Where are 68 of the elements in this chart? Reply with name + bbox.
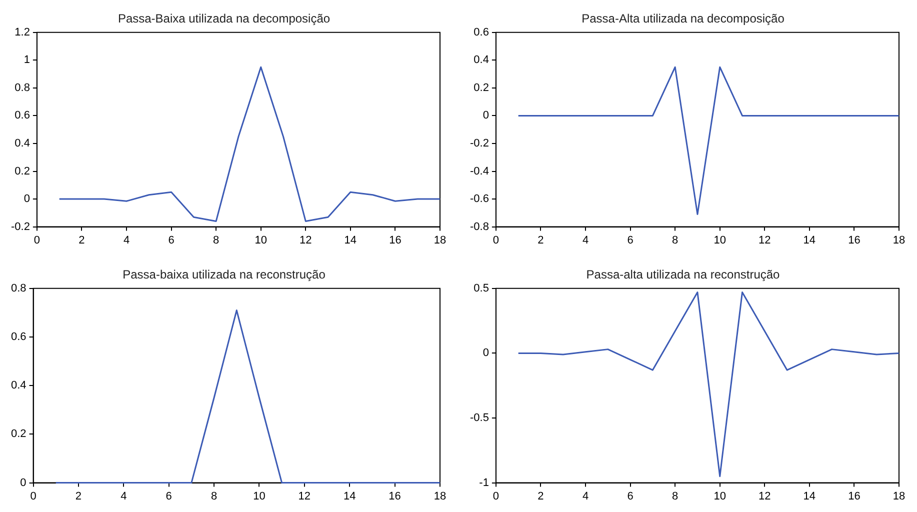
y-tick-label: -0.2 (10, 220, 30, 233)
x-tick-label: 0 (34, 234, 40, 246)
x-tick-label: 10 (254, 234, 267, 246)
y-tick-label: 0.4 (14, 138, 30, 150)
x-tick-label: 10 (253, 490, 266, 502)
chart-title: Passa-Alta utilizada na decomposição (582, 12, 785, 26)
x-tick-label: 4 (123, 234, 130, 246)
x-tick-label: 6 (168, 234, 174, 246)
y-tick-label: 0 (482, 110, 489, 122)
y-tick-label: -0.6 (470, 193, 489, 206)
x-tick-label: 14 (344, 234, 357, 246)
y-tick-label: 0.2 (10, 428, 26, 440)
y-tick-label: 0.5 (474, 282, 489, 294)
x-tick-label: 6 (627, 234, 634, 246)
x-tick-label: 10 (714, 490, 726, 502)
x-tick-label: 18 (434, 234, 446, 246)
x-tick-label: 2 (538, 490, 544, 502)
y-tick-label: -0.8 (470, 220, 489, 233)
x-tick-label: 12 (758, 490, 771, 502)
y-tick-label: 0.6 (10, 331, 26, 344)
y-tick-label: 0.8 (14, 82, 30, 94)
x-tick-label: 8 (672, 234, 678, 246)
x-tick-label: 18 (434, 490, 446, 502)
x-tick-label: 4 (582, 490, 589, 502)
x-tick-label: 4 (120, 490, 127, 502)
x-tick-label: 14 (803, 234, 816, 246)
x-tick-label: 0 (492, 234, 500, 246)
x-tick-label: 0 (492, 490, 500, 502)
x-tick-label: 4 (582, 234, 589, 246)
y-tick-label: 0 (482, 347, 489, 360)
y-tick-label: -0.5 (470, 412, 489, 424)
y-tick-label: 1 (24, 54, 30, 66)
chart-title: Passa-baixa utilizada na reconstrução (122, 268, 326, 282)
x-tick-label: 8 (213, 234, 220, 246)
x-tick-label: 2 (78, 234, 85, 246)
x-tick-label: 8 (672, 490, 678, 502)
x-tick-label: 6 (166, 490, 172, 502)
x-tick-label: 2 (538, 234, 544, 246)
y-tick-label: -0.4 (470, 165, 489, 178)
y-tick-label: 0.6 (474, 26, 489, 38)
x-tick-label: 12 (758, 234, 771, 246)
x-tick-label: 12 (300, 234, 312, 246)
x-tick-label: 8 (210, 490, 218, 502)
x-tick-label: 18 (892, 490, 906, 502)
y-tick-label: -0.2 (470, 138, 489, 150)
x-tick-label: 16 (848, 234, 860, 246)
x-tick-label: 14 (803, 490, 816, 502)
x-tick-label: 16 (388, 490, 401, 502)
y-tick-label: 0.6 (14, 110, 30, 122)
y-tick-label: 0 (24, 193, 30, 206)
x-tick-label: 18 (892, 234, 906, 246)
y-tick-label: 0 (20, 476, 26, 489)
x-tick-label: 2 (75, 490, 82, 502)
y-tick-label: 0.2 (14, 165, 30, 178)
y-tick-label: 1.2 (14, 26, 30, 38)
chart-title: Passa-alta utilizada na reconstrução (586, 268, 780, 282)
x-tick-label: 6 (627, 490, 634, 502)
y-tick-label: 0.8 (10, 282, 26, 294)
x-tick-label: 12 (298, 490, 311, 502)
x-tick-label: 16 (389, 234, 402, 246)
x-tick-label: 10 (714, 234, 726, 246)
x-tick-label: 14 (343, 490, 356, 502)
y-tick-label: 0.4 (10, 380, 26, 392)
chart-title: Passa-Baixa utilizada na decomposição (118, 12, 330, 26)
y-tick-label: -1 (479, 476, 489, 489)
x-tick-label: 16 (848, 490, 860, 502)
y-tick-label: 0.2 (474, 82, 489, 94)
y-tick-label: 0.4 (474, 54, 489, 66)
